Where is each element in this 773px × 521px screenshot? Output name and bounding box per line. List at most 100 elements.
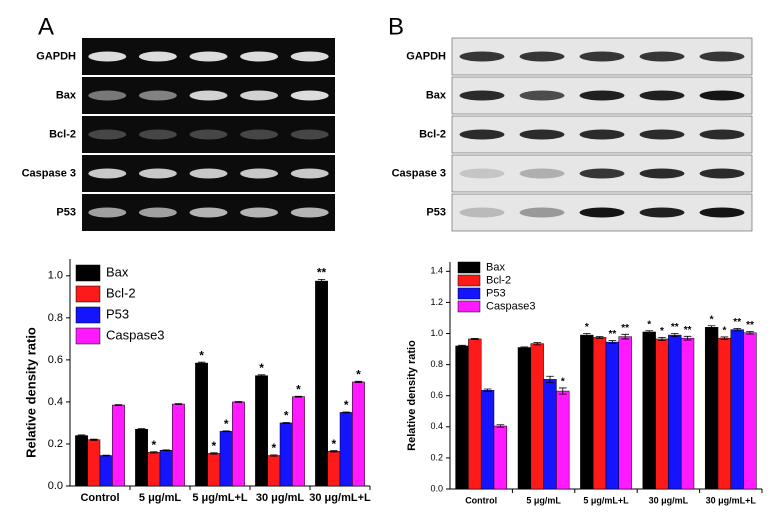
error-bar — [102, 454, 110, 457]
error-bar — [90, 438, 98, 441]
gel-band — [699, 51, 745, 62]
error-bar — [558, 387, 567, 395]
bar — [680, 337, 695, 490]
gel-band — [639, 168, 685, 179]
significance: * — [722, 326, 726, 337]
legend-swatch — [457, 261, 481, 274]
error-bar — [270, 454, 278, 457]
gel-band — [88, 129, 127, 140]
error-bar — [197, 361, 206, 365]
legend-swatch — [457, 300, 481, 313]
gel-band — [579, 90, 625, 101]
gel-band — [138, 207, 177, 218]
gel-band — [519, 129, 565, 140]
bar — [195, 362, 208, 487]
error-bar — [470, 337, 479, 340]
significance: * — [284, 409, 289, 423]
bar — [618, 336, 632, 490]
gel-band — [290, 129, 329, 140]
bar — [605, 341, 620, 490]
gel-row-label: Bcl-2 — [49, 128, 76, 140]
gel-band — [240, 129, 279, 140]
error-bar — [496, 424, 505, 428]
significance: * — [259, 361, 264, 375]
significance: ** — [733, 317, 741, 328]
bar — [530, 343, 544, 490]
error-bar — [222, 430, 230, 433]
error-bar — [595, 336, 604, 339]
significance: * — [332, 437, 337, 451]
error-bar — [733, 327, 742, 332]
bar — [493, 425, 508, 490]
error-bar — [546, 375, 554, 383]
legend-swatch — [75, 264, 101, 282]
significance: * — [152, 438, 157, 452]
y-tick-label: 0.0 — [48, 480, 63, 492]
y-tick-label: 0.4 — [430, 421, 443, 431]
gel-band — [579, 129, 625, 140]
significance: ** — [746, 320, 754, 331]
gel-band — [459, 90, 505, 101]
bar — [315, 280, 328, 487]
gel-band — [88, 51, 127, 62]
significance: * — [710, 314, 714, 325]
legend-label: Caspase3 — [486, 300, 536, 312]
error-bar — [317, 278, 326, 284]
y-tick-label: 0.8 — [430, 359, 443, 369]
gel-row-label: Caspase 3 — [22, 167, 76, 179]
significance: * — [344, 398, 349, 412]
bar — [207, 453, 221, 487]
gel-band — [639, 207, 685, 218]
gel-band — [189, 168, 228, 179]
legend-swatch — [75, 327, 101, 345]
y-tick-label: 0.6 — [48, 354, 63, 366]
bar — [543, 379, 557, 490]
gel-band — [519, 168, 565, 179]
y-tick-label: 0.6 — [430, 390, 443, 400]
bar — [292, 396, 305, 487]
significance: ** — [671, 322, 679, 333]
error-bar — [683, 335, 692, 341]
gel-band — [138, 168, 177, 179]
error-bar — [114, 404, 123, 406]
gel-band — [290, 168, 329, 179]
significance: ** — [621, 323, 629, 334]
gel-band — [138, 90, 177, 101]
error-bar — [458, 344, 466, 347]
y-tick-label: 1.0 — [48, 270, 63, 282]
gel-row-label: Bax — [56, 89, 77, 101]
error-bar — [354, 380, 363, 383]
error-bar — [150, 451, 158, 454]
bar — [232, 401, 245, 487]
bar — [580, 334, 594, 490]
x-tick-label: 30 μg/mL+L — [706, 495, 757, 505]
legend-swatch — [457, 274, 481, 287]
gel-band — [189, 129, 228, 140]
error-bar — [645, 330, 654, 334]
significance: * — [585, 322, 589, 333]
gel-band — [290, 90, 329, 101]
bar — [279, 422, 293, 487]
significance: * — [272, 441, 277, 455]
bar — [339, 412, 353, 487]
legend-swatch — [457, 287, 481, 300]
gel-band — [519, 207, 565, 218]
gel-band — [579, 51, 625, 62]
gel-band — [189, 90, 228, 101]
y-tick-label: 1.0 — [430, 328, 443, 338]
x-tick-label: 30 μg/mL — [649, 495, 689, 505]
y-tick-label: 0.2 — [48, 438, 63, 450]
error-bar — [137, 428, 146, 431]
gel-band — [290, 207, 329, 218]
gel-band — [138, 51, 177, 62]
x-tick-label: Control — [80, 492, 119, 504]
error-bar — [720, 336, 729, 340]
bar — [556, 390, 570, 490]
error-bar — [520, 346, 529, 349]
bar — [159, 450, 173, 487]
bar — [642, 331, 656, 490]
bar — [455, 345, 469, 490]
bar — [668, 334, 682, 490]
y-tick-label: 0.4 — [48, 396, 63, 408]
